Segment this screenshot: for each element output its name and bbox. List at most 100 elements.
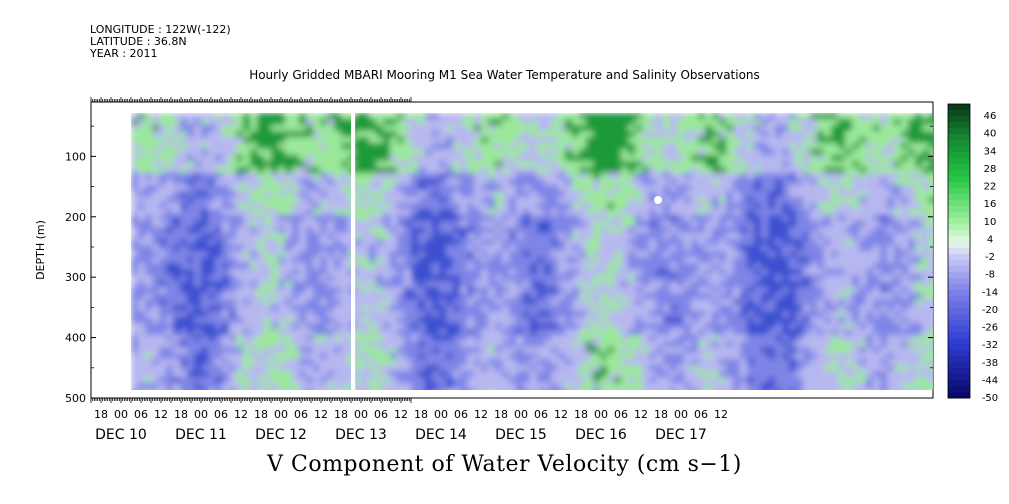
colorbar-swatch	[948, 248, 970, 255]
day-label: DEC 16	[575, 427, 627, 443]
colorbar-swatch	[948, 260, 970, 267]
x-tick-label: 06	[214, 408, 228, 421]
colorbar-swatch	[948, 326, 970, 333]
colorbar-label: 22	[984, 182, 997, 193]
x-tick-label: 12	[234, 408, 248, 421]
colorbar-swatch	[948, 242, 970, 249]
metadata-block: LONGITUDE : 122W(-122) LATITUDE : 36.8N …	[90, 24, 231, 60]
x-tick-label: 06	[534, 408, 548, 421]
colorbar-swatch	[948, 266, 970, 273]
colorbar-swatch	[948, 272, 970, 279]
x-tick-label: 18	[174, 408, 188, 421]
data-gap	[351, 112, 356, 392]
x-tick-label: 12	[154, 408, 168, 421]
colorbar-label: 28	[984, 164, 997, 175]
colorbar-label: -32	[982, 340, 998, 351]
day-label: DEC 10	[95, 427, 147, 443]
axes: 18 00 06 12 18 00 06 12 18 00 06 12 18 00 06 12 18 00 06 12…	[65, 97, 933, 443]
x-tick-label: 12	[394, 408, 408, 421]
x-tick-label: 00	[594, 408, 608, 421]
colorbar-swatch	[948, 392, 970, 399]
x-tick-label: 12	[714, 408, 728, 421]
colorbar-swatch	[948, 200, 970, 207]
x-tick-label: 00	[114, 408, 128, 421]
x-tick-label: 18	[654, 408, 668, 421]
day-label: DEC 11	[175, 427, 227, 443]
y-tick-label: 300	[65, 271, 86, 284]
colorbar-swatch	[948, 296, 970, 303]
colorbar-swatch	[948, 308, 970, 315]
x-tick-label: 12	[554, 408, 568, 421]
colorbar-swatch	[948, 218, 970, 225]
colorbar-swatch	[948, 284, 970, 291]
colorbar-swatch	[948, 164, 970, 171]
chart-title: Hourly Gridded MBARI Mooring M1 Sea Wate…	[249, 68, 760, 82]
colorbar-swatch	[948, 380, 970, 387]
x-tick-label: 00	[274, 408, 288, 421]
day-label: DEC 12	[255, 427, 307, 443]
colorbar-label: -38	[982, 358, 998, 369]
x-tick-label: 12	[634, 408, 648, 421]
y-tick-label: 400	[65, 332, 86, 345]
colorbar-swatch	[948, 122, 970, 129]
colorbar-swatch	[948, 314, 970, 321]
colorbar-label: 46	[984, 111, 997, 122]
x-tick-label: 18	[334, 408, 348, 421]
colorbar-swatch	[948, 134, 970, 141]
colorbar-label: -8	[985, 270, 995, 281]
x-tick-label: 06	[134, 408, 148, 421]
colorbar-swatch	[948, 332, 970, 339]
x-tick-label: 00	[434, 408, 448, 421]
colorbar-swatch	[948, 302, 970, 309]
x-tick-label: 18	[574, 408, 588, 421]
colorbar-swatch	[948, 128, 970, 135]
longitude-label: LONGITUDE : 122W(-122)	[90, 23, 231, 36]
y-axis-label: DEPTH (m)	[34, 220, 47, 280]
latitude-label: LATITUDE : 36.8N	[90, 35, 187, 48]
colorbar-swatch	[948, 356, 970, 363]
data-gaps	[92, 103, 932, 397]
colorbar-swatch	[948, 170, 970, 177]
day-label: DEC 17	[655, 427, 707, 443]
colorbar-swatch	[948, 368, 970, 375]
missing-data-dot	[654, 196, 662, 204]
colorbar-swatch	[948, 374, 970, 381]
x-tick-label: 00	[194, 408, 208, 421]
y-tick-label: 100	[65, 150, 86, 163]
x-tick-label: 12	[314, 408, 328, 421]
colorbar-label: -44	[982, 375, 998, 386]
colorbar-label: 16	[984, 199, 997, 210]
colorbar-swatch	[948, 278, 970, 285]
colorbar-label: 34	[984, 146, 997, 157]
x-tick-label: 18	[94, 408, 108, 421]
colorbar-swatch	[948, 224, 970, 231]
x-tick-label: 00	[674, 408, 688, 421]
colorbar-label: 4	[987, 234, 993, 245]
colorbar-swatch	[948, 176, 970, 183]
colorbar-label: -50	[982, 393, 998, 404]
y-tick-label: 500	[65, 392, 86, 405]
colorbar-label: -14	[982, 287, 998, 298]
colorbar-swatch	[948, 140, 970, 147]
x-axis-label: V Component of Water Velocity (cm s−1)	[267, 452, 742, 477]
day-label: DEC 13	[335, 427, 387, 443]
x-tick-label: 18	[494, 408, 508, 421]
colorbar-swatch	[948, 188, 970, 195]
x-tick-label: 18	[414, 408, 428, 421]
year-label: YEAR : 2011	[90, 47, 158, 60]
colorbar-swatch	[948, 116, 970, 123]
colorbar-swatch	[948, 152, 970, 159]
colorbar-swatch	[948, 230, 970, 237]
x-tick-label: 06	[374, 408, 388, 421]
x-tick-label: 06	[454, 408, 468, 421]
x-tick-label: 18	[254, 408, 268, 421]
colorbar-swatch	[948, 206, 970, 213]
colorbar-swatch	[948, 350, 970, 357]
colorbar-swatch	[948, 146, 970, 153]
colorbar-label: 10	[984, 217, 997, 228]
colorbar-label: -20	[982, 305, 998, 316]
colorbar-swatch	[948, 338, 970, 345]
colorbar-swatch	[948, 236, 970, 243]
day-label: DEC 15	[495, 427, 547, 443]
